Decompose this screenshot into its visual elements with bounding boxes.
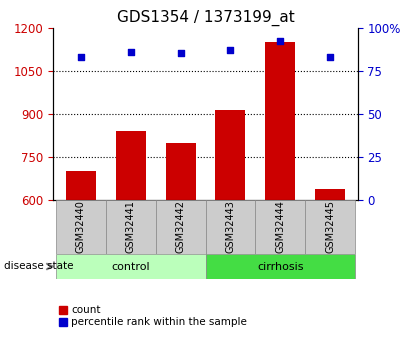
Bar: [315, 189, 345, 200]
Bar: [56, 254, 206, 279]
Bar: [166, 142, 196, 200]
Text: GSM32442: GSM32442: [175, 200, 186, 253]
Point: [227, 47, 234, 53]
Point: [177, 51, 184, 56]
Text: GSM32440: GSM32440: [76, 200, 86, 253]
Bar: [66, 171, 96, 200]
Point: [78, 54, 84, 60]
Text: control: control: [111, 262, 150, 272]
Bar: [56, 200, 106, 254]
Point: [127, 49, 134, 55]
Bar: [156, 200, 206, 254]
Text: GSM32445: GSM32445: [325, 200, 335, 253]
Text: GSM32444: GSM32444: [275, 200, 285, 253]
Point: [327, 54, 333, 60]
Bar: [215, 109, 245, 200]
Text: cirrhosis: cirrhosis: [257, 262, 304, 272]
Bar: [116, 131, 145, 200]
Point: [277, 39, 284, 44]
Text: GSM32443: GSM32443: [225, 200, 236, 253]
Text: GSM32441: GSM32441: [126, 200, 136, 253]
Bar: [255, 200, 305, 254]
Bar: [305, 200, 355, 254]
Bar: [266, 42, 295, 200]
Bar: [206, 200, 255, 254]
Title: GDS1354 / 1373199_at: GDS1354 / 1373199_at: [117, 10, 294, 26]
Text: disease state: disease state: [4, 262, 74, 271]
Legend: count, percentile rank within the sample: count, percentile rank within the sample: [59, 305, 247, 327]
Bar: [206, 254, 355, 279]
Bar: [106, 200, 156, 254]
